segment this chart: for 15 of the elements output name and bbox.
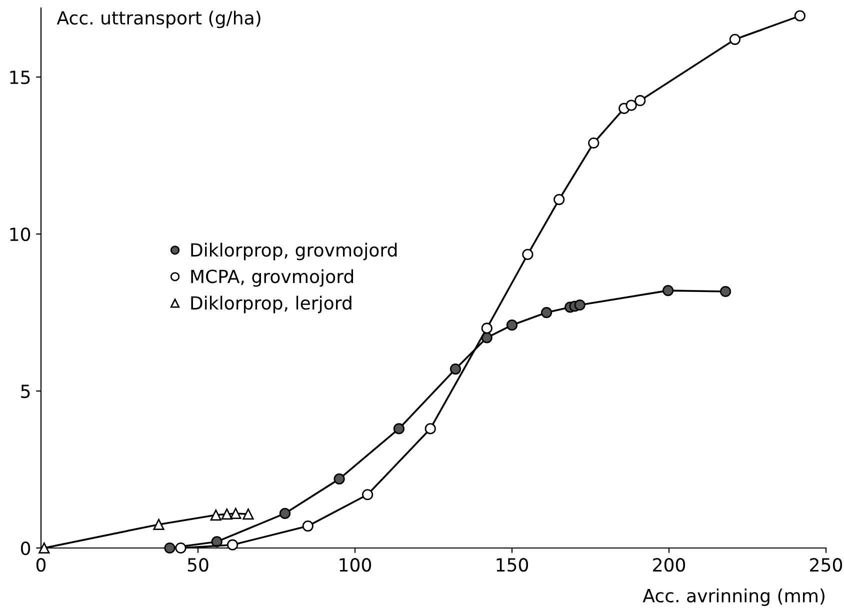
x-tick-label: 200 [653, 558, 686, 572]
y-tick-label: 10 [10, 228, 30, 242]
legend-label: Diklorprop, lerjord [191, 296, 352, 314]
x-tick-label: 0 [36, 558, 46, 572]
legend-label: Diklorprop, grovmojord [191, 242, 397, 260]
x-tick-label: 50 [188, 558, 208, 572]
x-tick-label: 250 [810, 558, 842, 572]
x-tick-label: 100 [340, 558, 372, 572]
y-tick-label: 15 [10, 70, 30, 84]
y-tick-label: 0 [20, 541, 30, 556]
legend-label: MCPA, grovmojord [191, 269, 354, 287]
y-tick-label: 5 [21, 384, 30, 398]
x-axis-title: Acc. avrinning (mm) [642, 588, 824, 606]
x-tick-label: 150 [496, 558, 528, 572]
y-axis-title: Acc. uttransport (g/ha) [56, 10, 260, 28]
